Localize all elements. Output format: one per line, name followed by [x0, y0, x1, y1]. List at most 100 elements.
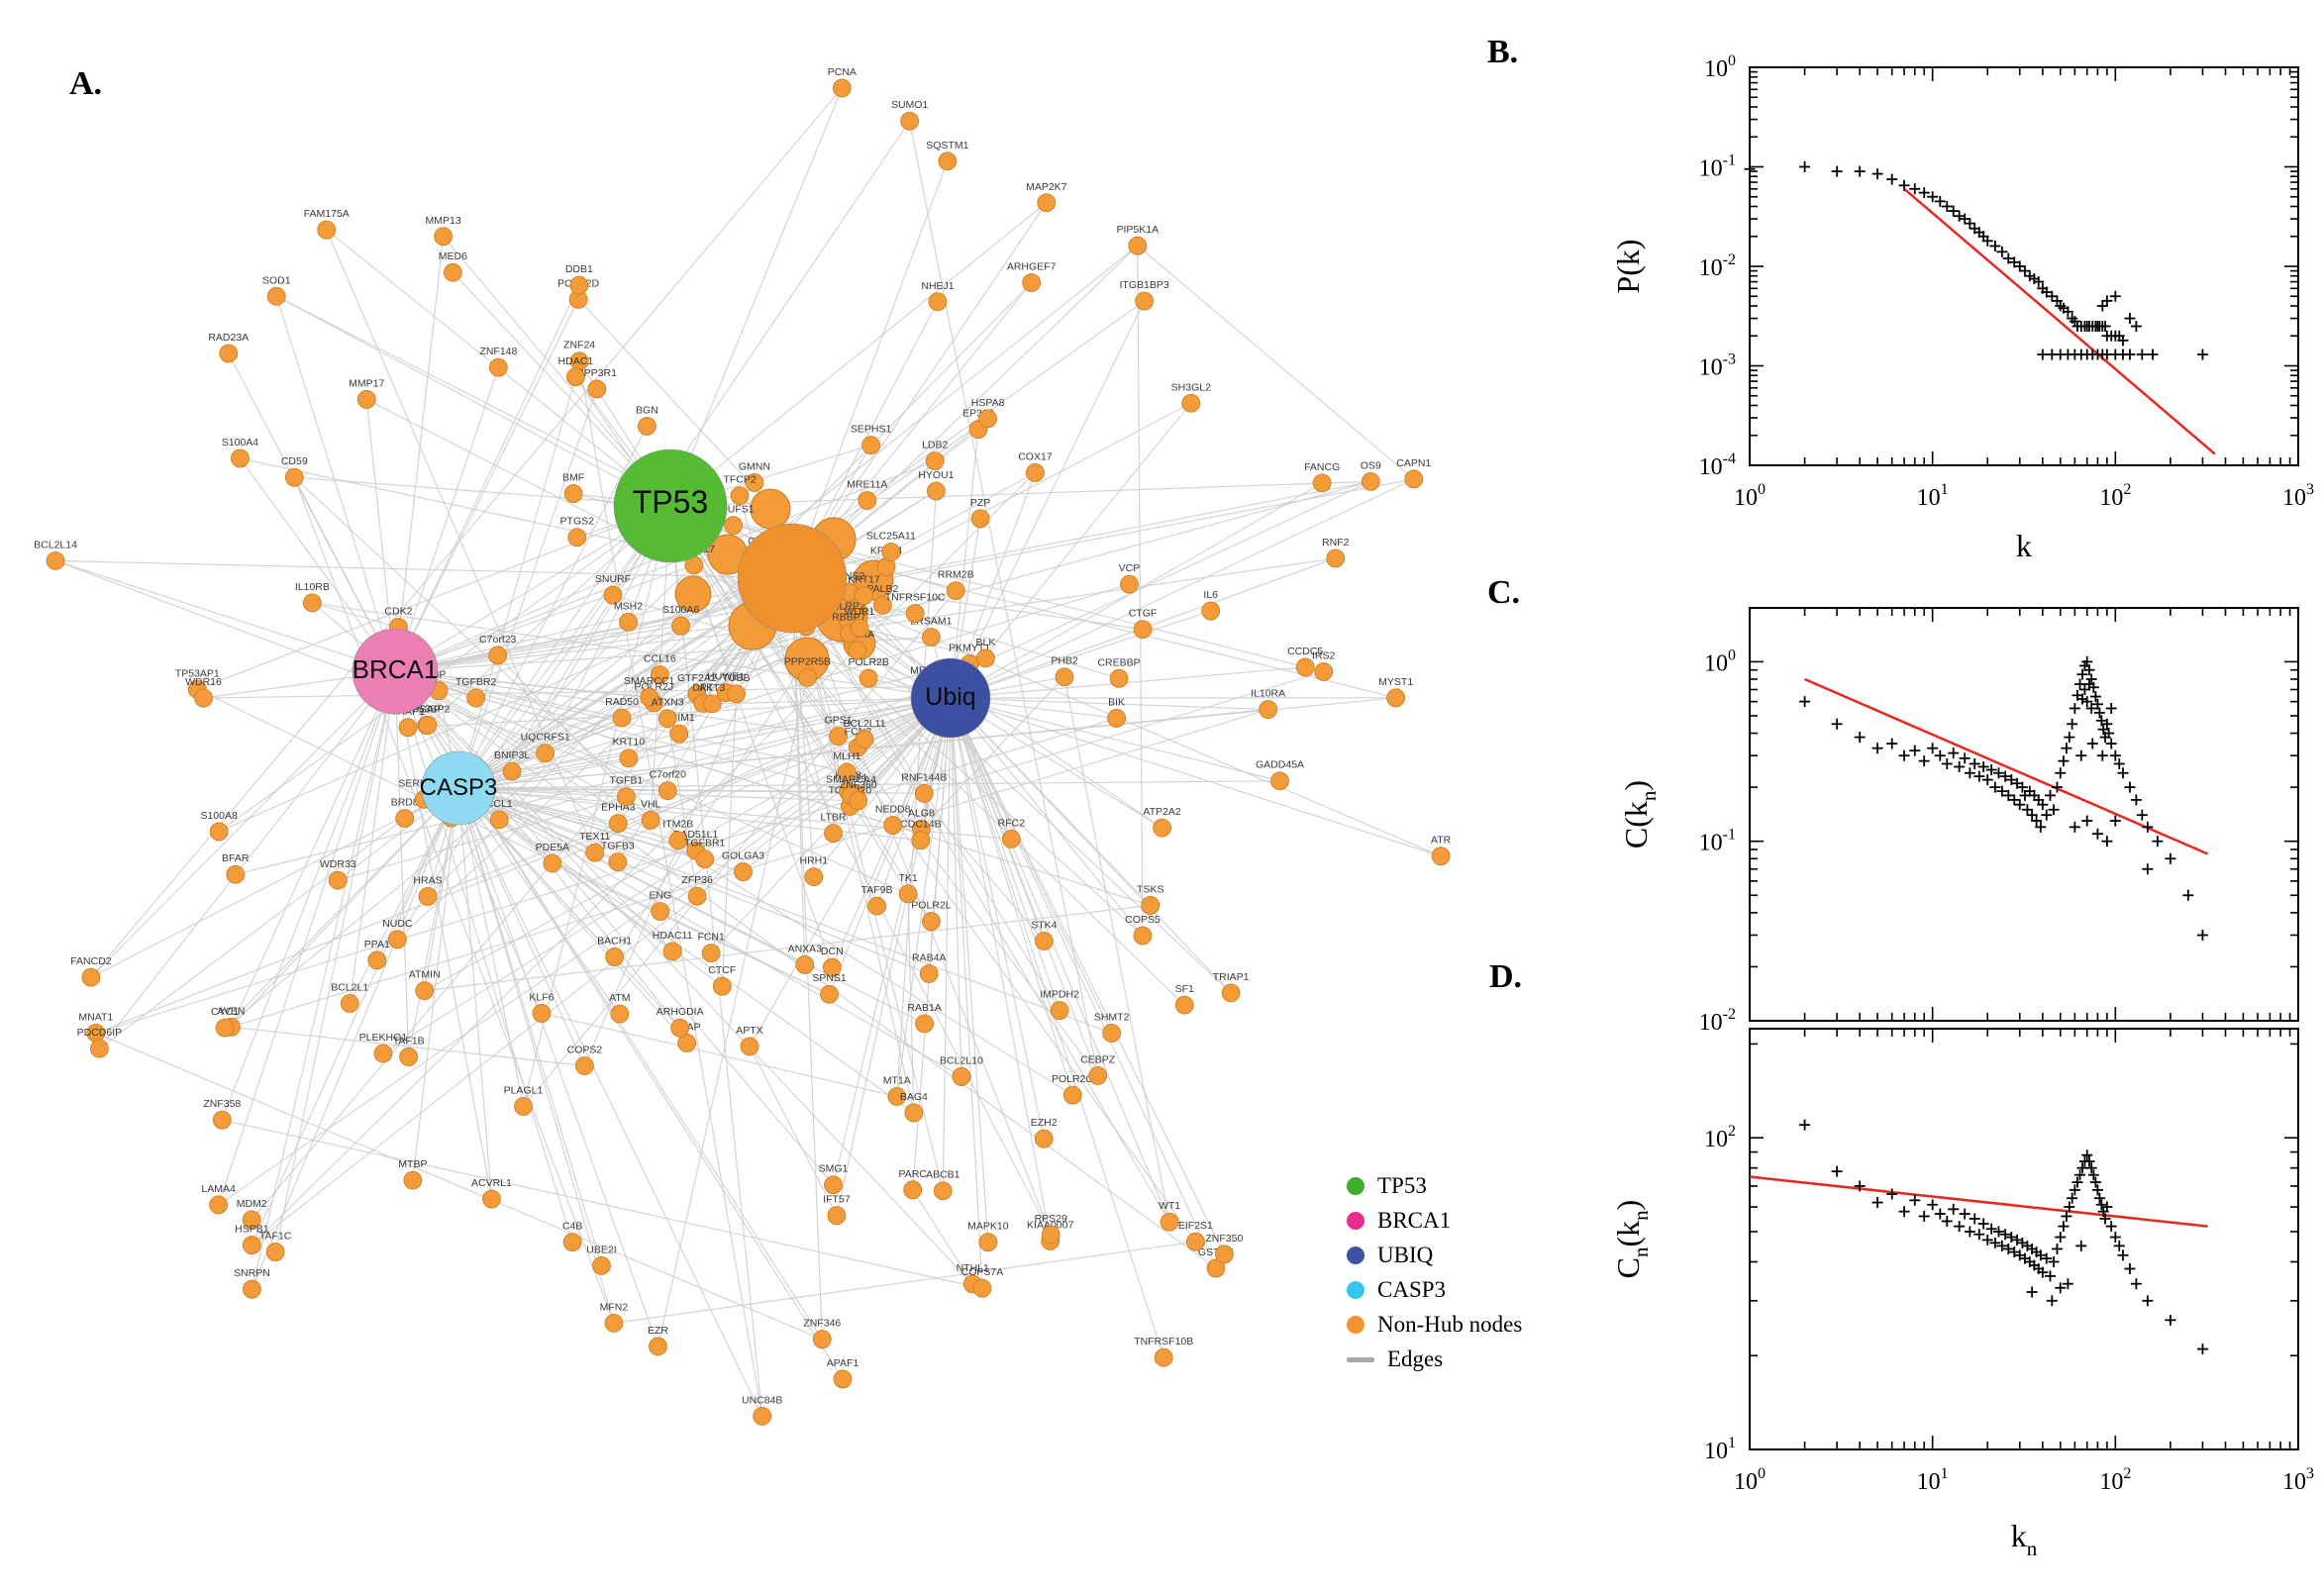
network-node: UQCRFS1 [521, 732, 570, 763]
node-label: SH3GL2 [1171, 381, 1211, 393]
network-node: RPS29 [1035, 1213, 1067, 1245]
network-node: CEBPZ [1080, 1054, 1116, 1085]
legend-label: BRCA1 [1377, 1208, 1452, 1233]
node-label: CAPN1 [1396, 457, 1431, 469]
node-label: WDR33 [320, 858, 356, 870]
legend-item: BRCA1 [1347, 1208, 1522, 1234]
node-label: FANCD2 [70, 955, 112, 967]
network-node: MMP17 [349, 377, 384, 409]
network-node: PCNA [828, 66, 857, 98]
network-node: HRAS [413, 875, 443, 906]
network-node: BRD8 [391, 797, 419, 828]
node-label: LTBR [820, 812, 846, 824]
node-label: SMARCA4 [826, 773, 876, 785]
node-label: PDCD6IP [77, 1027, 123, 1039]
node-label: ZNF358 [203, 1098, 241, 1110]
node-label: BFAR [222, 852, 250, 864]
node-label: TAF9B [861, 884, 893, 896]
node-label: SNRPN [234, 1267, 270, 1279]
node-label: TAF1C [259, 1231, 292, 1243]
node-label: WDR16 [185, 676, 222, 688]
network-node: COPS2 [567, 1045, 602, 1075]
scatter-points [1744, 161, 2208, 360]
network-node: ARHGDIA [656, 1006, 704, 1038]
network-node: APTX [736, 1025, 763, 1056]
node-label: ATR [1431, 835, 1452, 847]
node-label: MNAT1 [78, 1011, 113, 1023]
network-node: RAB1A [907, 1002, 942, 1034]
node-label: KRT10 [613, 737, 646, 748]
node-label: PHB2 [1051, 655, 1078, 667]
node-label: HRH1 [799, 855, 828, 867]
network-node: GTF2A2 [677, 672, 717, 704]
tick-label: 10-4 [1699, 450, 1736, 480]
node-label: GTF2A2 [677, 672, 717, 684]
network-node: APAF1 [827, 1357, 858, 1389]
node-label: WT1 [1159, 1200, 1180, 1212]
network-node: HSPB1 [235, 1224, 269, 1254]
network-node: LTBR [820, 812, 847, 843]
node-label: ENG [649, 890, 671, 902]
hub-node: Ubiq [910, 657, 991, 739]
node-label: SHMT2 [1094, 1011, 1130, 1023]
node-label: AKT3 [699, 682, 725, 694]
node-label: IMPDH2 [1040, 989, 1079, 1001]
network-node: PPA1 [364, 939, 390, 970]
network-node: BIK [1107, 696, 1127, 728]
node-label: MAP2K7 [1026, 181, 1067, 193]
node-swatch-icon [1347, 1177, 1364, 1195]
network-node: TRIAP1 [1213, 971, 1250, 1003]
network-node: KRT10 [613, 737, 646, 768]
network-node: HDAC1 [558, 355, 593, 387]
node-label: PARC [899, 1168, 928, 1180]
network-node: TK1 [898, 872, 918, 904]
node-label: S100A6 [662, 604, 700, 616]
network-node: MAPK10 [967, 1221, 1009, 1252]
node-label: RAB1A [907, 1002, 941, 1014]
network-node: TAF1B [393, 1035, 425, 1066]
node-label: MED6 [439, 250, 467, 262]
tick-label: 100 [1734, 481, 1766, 511]
network-node: ZNF24 [563, 340, 595, 371]
network-node: MTBP [398, 1158, 427, 1190]
node-label: UQCRFS1 [521, 732, 570, 744]
network-node: C4B [562, 1221, 582, 1252]
node-label: MT1A [883, 1074, 911, 1086]
network-node: HYOU1 [918, 469, 955, 501]
chart-panel-b: 100 101 102 103 100 10-1 10-2 10-3 10-4 P(k) k [1610, 52, 2314, 563]
network-node: CCDC5 [1287, 646, 1323, 677]
network-node: TNFRSF10C [885, 592, 946, 623]
node-label: POLR2G [1052, 1073, 1094, 1085]
network-node: MDM2 [237, 1198, 267, 1230]
network-node: SNURF [595, 573, 631, 605]
node-label: MDM2 [237, 1198, 267, 1210]
network-node: ANXA3 [788, 943, 822, 974]
network-node: SMG1 [819, 1163, 849, 1195]
node-label: MTBP [398, 1158, 427, 1170]
network-node: ZNF346 [803, 1318, 841, 1349]
node-label: TNFRSF10C [885, 592, 946, 604]
node-label: ZNF148 [479, 346, 517, 357]
network-node: GOLGA3 [722, 850, 764, 882]
network-node: CCL1 [486, 798, 513, 830]
network-node: MAP2K7 [1026, 181, 1067, 213]
node-label: NUDC [382, 918, 413, 930]
node-label: TNFRSF10B [1134, 1336, 1193, 1347]
tick-label: 100 [1704, 52, 1736, 82]
network-node: FAM175A [304, 208, 350, 240]
node-label: BLK [976, 637, 996, 648]
node-label: SEPHS1 [851, 424, 892, 436]
network-node: SMARCC1 [624, 675, 674, 707]
node-label: GOLGA3 [722, 850, 764, 862]
network-node: ATM [609, 992, 631, 1024]
node-label: ARHGEF7 [1007, 261, 1057, 273]
network-node: NEDD8 [875, 804, 911, 835]
network-node: KLF6 [529, 991, 555, 1023]
hub-label: BRCA1 [353, 654, 439, 684]
network-node: ENG [649, 890, 671, 922]
network-node: PDE5A [536, 842, 569, 873]
chart-panel-c: 100 10-1 10-2 C(kn) [1618, 607, 2299, 1036]
node-label: PPP2R5B [784, 655, 831, 667]
panel-d-label: D. [1489, 958, 1523, 995]
network-node: PIP5K1A [1116, 224, 1159, 255]
